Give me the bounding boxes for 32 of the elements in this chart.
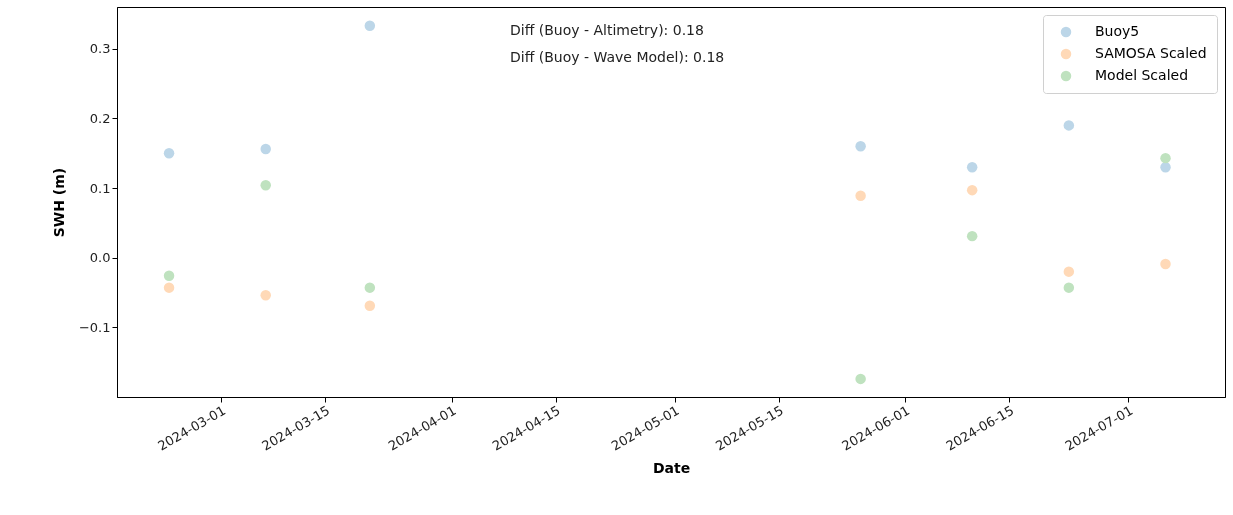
point	[966, 161, 978, 173]
point	[260, 143, 271, 155]
y-axis-title: SWH (m)	[50, 167, 67, 238]
legend-label: SAMOSA Scaled	[1095, 45, 1207, 61]
point	[1160, 152, 1171, 164]
annotation: Diff (Buoy - Wave Model): 0.18	[510, 49, 725, 65]
point	[163, 148, 175, 159]
annotation: Diff (Buoy - Altimetry): 0.18	[510, 22, 704, 38]
y-tick-label: 0.3	[89, 41, 111, 57]
point	[163, 282, 175, 293]
point	[364, 20, 376, 32]
point	[855, 373, 866, 385]
point	[966, 230, 978, 242]
point	[1063, 266, 1075, 277]
x-axis-title: Date	[652, 459, 691, 476]
point	[855, 190, 866, 201]
point	[855, 141, 866, 152]
point	[260, 290, 271, 301]
point	[1063, 120, 1075, 131]
legend-label: Model Scaled	[1095, 67, 1189, 83]
y-tick-label: −0.1	[78, 319, 111, 335]
point	[260, 180, 271, 191]
point	[364, 282, 376, 293]
y-tick-label: 0.1	[89, 180, 111, 196]
y-tick-label: 0.2	[89, 110, 111, 126]
y-tick-label: 0.0	[89, 250, 111, 266]
legend-label: Buoy5	[1095, 23, 1140, 39]
point	[1063, 282, 1075, 293]
point	[163, 270, 175, 282]
point	[966, 184, 978, 196]
point	[1160, 258, 1171, 270]
point	[364, 300, 376, 311]
